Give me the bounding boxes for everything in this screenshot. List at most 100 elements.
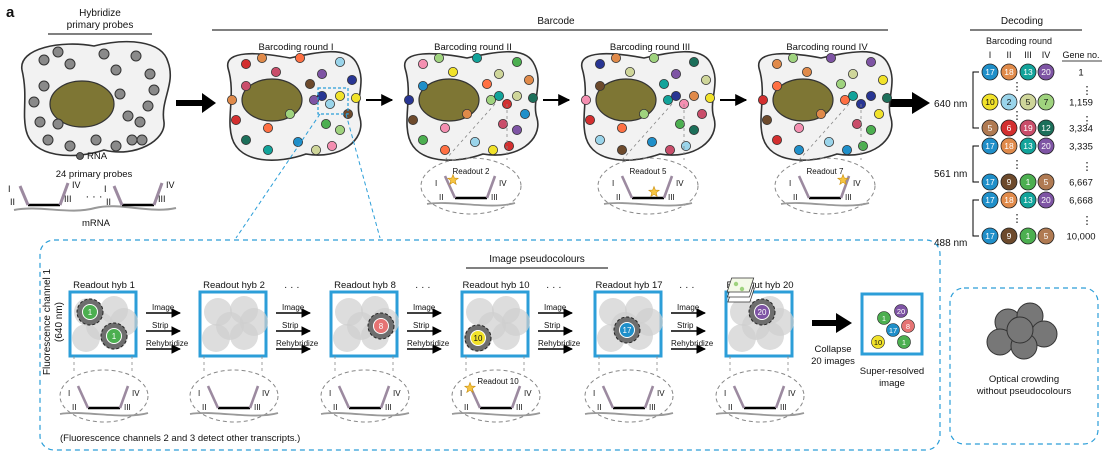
barcode-spot-r4-26 [815, 109, 826, 120]
decoding-row-3: 5 6 19 12 3,334 [981, 119, 1093, 137]
barcode-spot-r1-15 [262, 144, 273, 155]
round-title-4: Barcoding round IV [786, 42, 868, 53]
lit-spot-3-1 [373, 318, 389, 334]
code-circle-r3-c4 [1037, 119, 1055, 137]
mrna-round-3 [603, 202, 693, 207]
rna-dot-22 [136, 134, 148, 146]
readout-star-round-4 [836, 173, 850, 186]
channel-561-label: 561 nm [934, 169, 967, 180]
super-spot-number-5: 10 [874, 338, 882, 347]
barcode-spot-r4-20 [793, 123, 804, 134]
barcode-spot-r2-25 [481, 79, 492, 90]
roman-round-3-2: II [616, 193, 620, 202]
mrna-strand [13, 205, 177, 212]
code-number-r3-c1: 5 [988, 123, 993, 133]
barcode-spot-r2-8 [527, 93, 538, 104]
probe-arm-a-hyb-1 [76, 385, 90, 409]
code-number-r5-c1: 17 [985, 177, 995, 187]
roman-round-2-4: IV [499, 179, 507, 188]
readout-10-label: Readout 10 [477, 377, 519, 386]
super-resolved-line1: Super-resolved [860, 366, 924, 377]
pseudocolour-title: Image pseudocolours [489, 254, 585, 265]
barcode-spot-r4-8 [881, 93, 892, 104]
decoding-row-7: 17 9 1 5 10,000 [981, 227, 1096, 245]
barcode-spot-r3-10 [688, 125, 699, 136]
super-spot-2 [894, 304, 908, 318]
probe-arm-a-round-2 [443, 175, 457, 199]
code-circle-r4-c2 [1000, 137, 1018, 155]
hyb-step-3: Image Strip Rehybridize · · · [407, 282, 450, 354]
barcode-spot-r4-25 [835, 79, 846, 90]
readout-hyb-title-6: Readout hyb 20 [726, 280, 793, 291]
readout-ellipse-1 [420, 157, 522, 215]
roman-hyb-1-2: II [72, 403, 76, 412]
barcode-spot-r3-3 [624, 67, 635, 78]
barcode-spot-r1-22 [324, 99, 335, 110]
stack-sheet-1 [726, 277, 755, 293]
hyb-ellipse-6 [715, 369, 805, 423]
barcode-spot-r2-20 [439, 123, 450, 134]
roman-hyb-3-4: IV [393, 389, 401, 398]
barcode-title: Barcode [537, 16, 575, 27]
lit-number-5-1: 17 [623, 326, 632, 335]
barcode-spot-r3-15 [616, 144, 627, 155]
barcode-spot-r3-12 [680, 140, 691, 151]
barcode-spot-r2-6 [511, 57, 522, 68]
barcode-spot-r1-3 [270, 67, 281, 78]
barcode-spot-r2-12 [503, 140, 514, 151]
stack-dot-1 [733, 281, 739, 287]
barcode-spot-r4-2 [787, 53, 798, 64]
bracket-640 [972, 71, 979, 129]
barcode-spot-r1-4 [294, 53, 305, 64]
readout-star-round-3 [647, 185, 661, 198]
zoom-guide-right [345, 113, 381, 239]
roman-hyb-1-1: I [68, 389, 70, 398]
rna-dot-12 [126, 134, 138, 146]
probe-arm-b-hyb-5 [643, 385, 655, 409]
blurred-spot-1-4 [72, 324, 100, 352]
code-number-r6-c4: 20 [1041, 195, 1051, 205]
readout-hyb-title-3: Readout hyb 8 [334, 280, 396, 291]
roman-hyb-5-3: III [649, 403, 656, 412]
pseudocolour-panel [39, 239, 941, 451]
rna-dot-7 [144, 68, 156, 80]
code-number-r3-c2: 6 [1007, 123, 1012, 133]
readout-hyb-title-4: Readout hyb 10 [462, 280, 529, 291]
code-number-r7-c2: 9 [1007, 231, 1012, 241]
step-label-1-1: Image [152, 303, 175, 312]
super-spot-number-1: 1 [882, 314, 886, 323]
code-number-r6-c1: 17 [985, 195, 995, 205]
code-circle-r6-c3 [1019, 191, 1037, 209]
code-circle-r4-c4 [1037, 137, 1055, 155]
roman-round-2-1: I [435, 179, 437, 188]
barcode-spot-r3-16 [594, 134, 605, 145]
rna-dot-9 [142, 100, 154, 112]
barcode-spot-r2-10 [511, 125, 522, 136]
code-circle-r5-c1 [981, 173, 999, 191]
readout-star-round-2 [446, 173, 460, 186]
readout-label-round-3: Readout 5 [630, 167, 667, 176]
code-circle-r6-c2 [1000, 191, 1018, 209]
code-number-r2-c3: 5 [1026, 97, 1031, 107]
barcode-spot-r3-9 [696, 109, 707, 120]
barcode-spot-r3-23 [670, 91, 681, 102]
channel-label-line1: Fluorescence channel 1 [42, 268, 53, 375]
barcode-spot-r1-5 [316, 69, 327, 80]
step-label-5-3: Rehybridize [671, 339, 714, 348]
code-number-r5-c4: 5 [1044, 177, 1049, 187]
mrna-hyb-4 [451, 412, 541, 417]
rna-legend-dot [76, 152, 84, 160]
readout-ellipse-3 [774, 157, 876, 215]
roman-round-2-3: III [491, 193, 498, 202]
probe-arm-a-hyb-6 [732, 385, 746, 409]
rna-dot-17 [34, 116, 46, 128]
lit-spot-6-1 [754, 304, 770, 320]
barcode-spot-r1-25 [304, 79, 315, 90]
code-circle-r4-c3 [1019, 137, 1037, 155]
code-circle-r2-c1 [981, 93, 999, 111]
decoding-row-6: 17 18 13 20 6,668 [981, 191, 1093, 209]
gene-vdots-640-a: ⋮ [1082, 85, 1093, 97]
rna-dot-18 [28, 96, 40, 108]
blurred-spot-5-6 [635, 308, 663, 336]
